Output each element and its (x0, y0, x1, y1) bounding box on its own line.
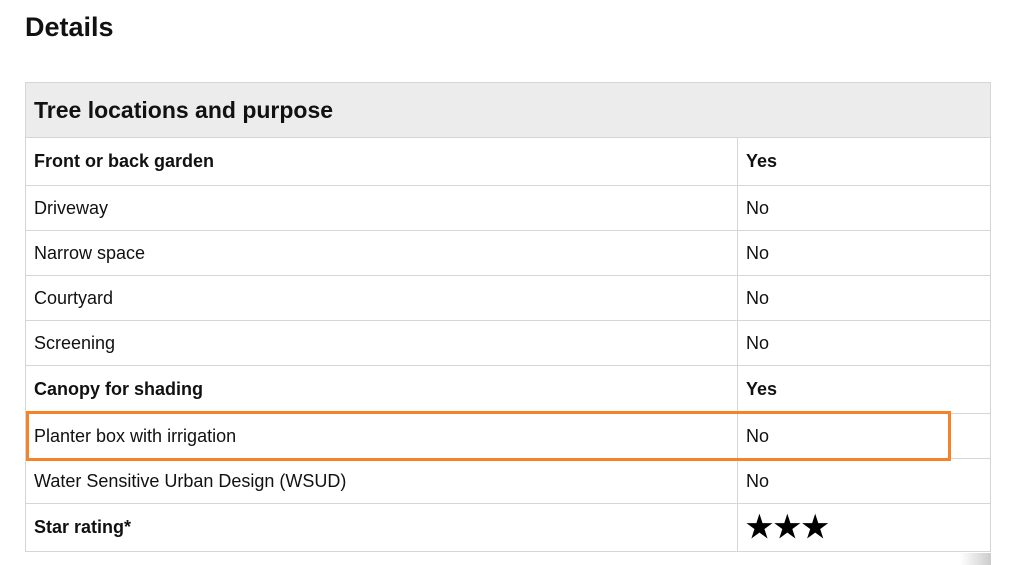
row-value: Yes (737, 137, 991, 186)
row-value: Yes (737, 365, 991, 414)
row-value: No (737, 275, 991, 321)
table-row: Star rating* ★★★ (25, 503, 991, 552)
table-row: Canopy for shading Yes (25, 365, 991, 414)
row-value: No (737, 230, 991, 276)
row-label: Star rating* (25, 503, 738, 552)
table-row: Screening No (25, 320, 991, 366)
table-header: Tree locations and purpose (25, 82, 991, 138)
details-table: Tree locations and purpose Front or back… (25, 82, 991, 552)
row-value: No (737, 320, 991, 366)
table-row: Water Sensitive Urban Design (WSUD) No (25, 458, 991, 504)
row-label: Canopy for shading (25, 365, 738, 414)
table-row: Front or back garden Yes (25, 137, 991, 186)
row-value: No (737, 458, 991, 504)
row-label: Narrow space (25, 230, 738, 276)
row-value: No (737, 185, 991, 231)
star-rating-icons: ★★★ (737, 503, 991, 552)
table-row: Courtyard No (25, 275, 991, 321)
table-row: Narrow space No (25, 230, 991, 276)
table-row: Driveway No (25, 185, 991, 231)
row-label: Screening (25, 320, 738, 366)
row-label: Front or back garden (25, 137, 738, 186)
scroll-shadow (960, 553, 991, 565)
row-label: Driveway (25, 185, 738, 231)
row-label: Planter box with irrigation (25, 413, 738, 459)
table-row-highlighted: Planter box with irrigation No (25, 413, 991, 459)
page-title: Details (25, 12, 114, 42)
row-label: Water Sensitive Urban Design (WSUD) (25, 458, 738, 504)
row-label: Courtyard (25, 275, 738, 321)
row-value: No (737, 413, 991, 459)
